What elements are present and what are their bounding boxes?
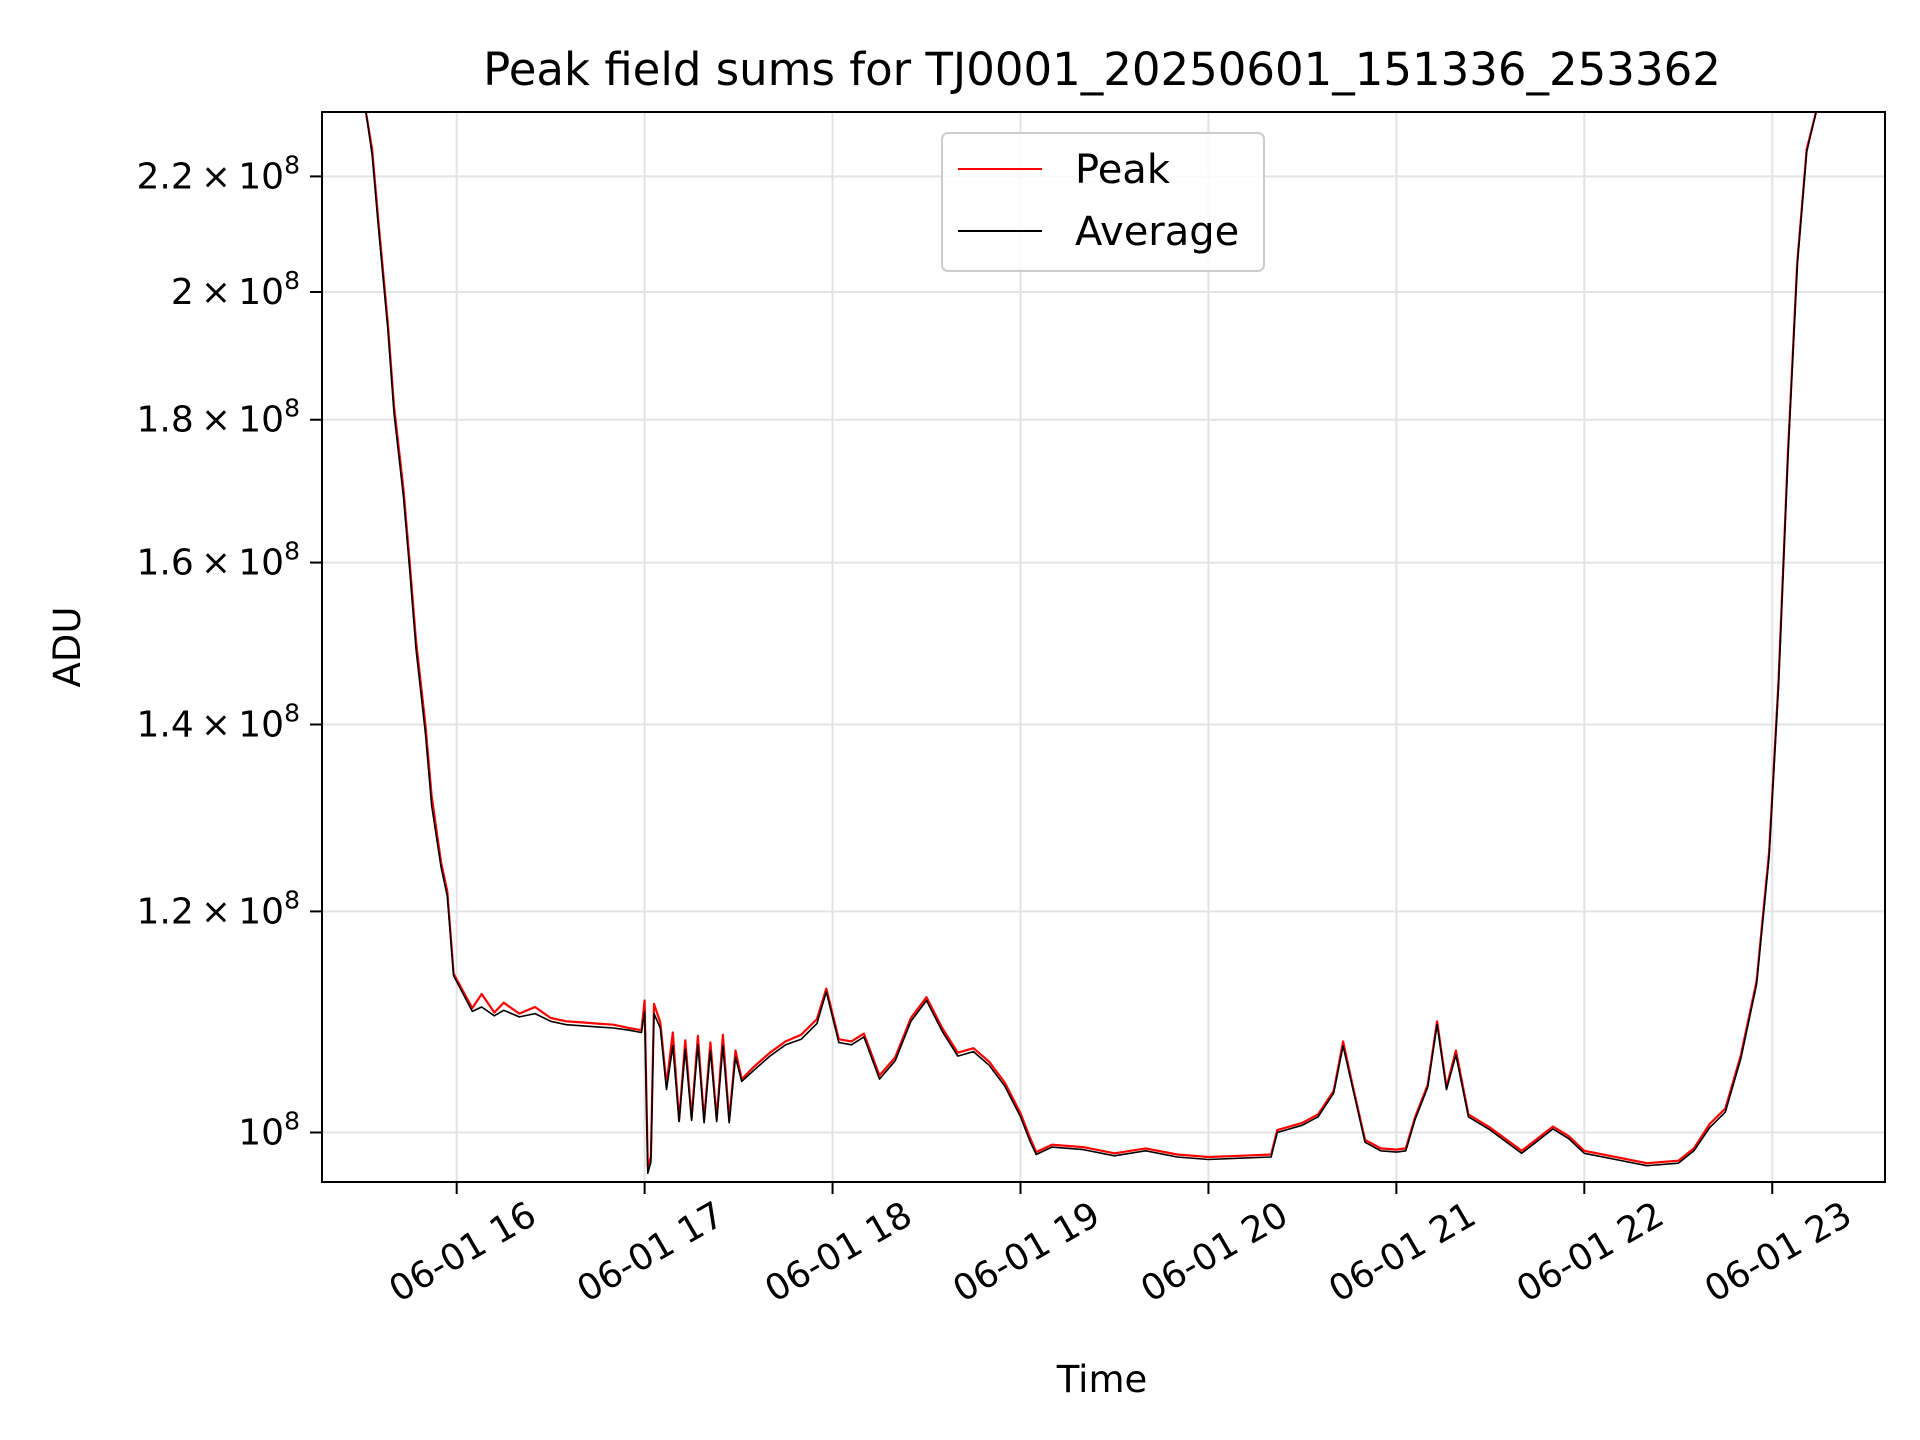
- series-line-peak: [364, 112, 1818, 1168]
- x-axis-label: Time: [1056, 1358, 1148, 1401]
- chart-title: Peak field sums for TJ0001_20250601_1513…: [483, 43, 1721, 96]
- legend: Peak Average: [941, 132, 1265, 272]
- series-line-average: [365, 112, 1817, 1174]
- y-tick-label: 1.2 × 108: [136, 885, 300, 932]
- y-tick-label: 2 × 108: [171, 266, 300, 313]
- y-tick-label: 1.4 × 108: [136, 698, 300, 745]
- y-tick-label: 1.6 × 108: [136, 537, 300, 584]
- y-tick-label: 2.2 × 108: [136, 150, 300, 197]
- y-tick-label: 1.8 × 108: [136, 394, 300, 441]
- series-layer: [364, 112, 1818, 1174]
- plot-frame: [321, 111, 1886, 1183]
- y-axis-label: ADU: [46, 607, 89, 688]
- legend-label-average: Average: [1075, 209, 1239, 255]
- legend-label-peak: Peak: [1075, 147, 1171, 193]
- legend-box: [941, 132, 1265, 272]
